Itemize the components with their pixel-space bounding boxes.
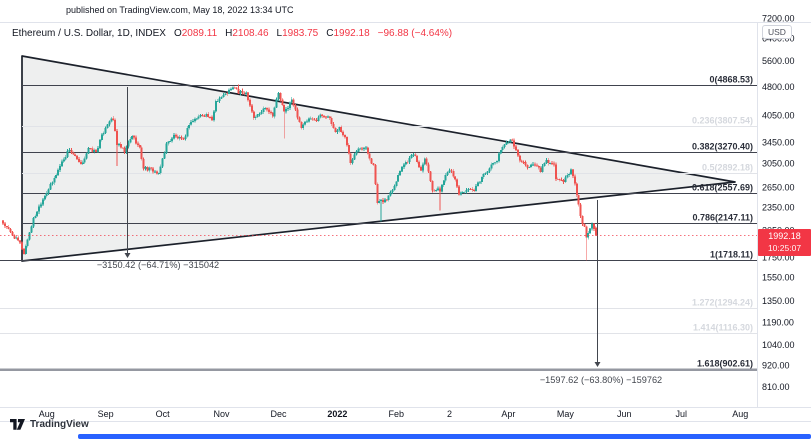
- fib-label: 1.272(1294.24): [692, 298, 753, 308]
- price-tick: 3450.00: [762, 138, 795, 148]
- fib-label: 1.618(902.61): [697, 359, 753, 369]
- price-tick: 4050.00: [762, 111, 795, 121]
- time-tick: Aug: [39, 409, 55, 419]
- ohlc-open-label: O: [173, 28, 182, 39]
- price-tick: 4800.00: [762, 82, 795, 92]
- ohlc-close-label: C: [326, 28, 334, 39]
- price-tick: 5600.00: [762, 56, 795, 66]
- time-tick: Jul: [676, 409, 688, 419]
- ohlc-high-value: 2108.46: [232, 28, 269, 39]
- ohlc-close-value: 1992.18: [333, 28, 370, 39]
- symbol-legend[interactable]: Ethereum / U.S. Dollar, 1D, INDEX O2089.1…: [12, 28, 452, 39]
- time-tick: Aug: [732, 409, 748, 419]
- ohlc-low-label: L: [276, 28, 283, 39]
- fib-label: 0(4868.53): [709, 75, 753, 85]
- price-tick: 1350.00: [762, 296, 795, 306]
- time-tick: Jun: [617, 409, 632, 419]
- price-tick: 3050.00: [762, 159, 795, 169]
- projection-annotation: −3150.42 (−64.71%) −315042: [97, 260, 219, 270]
- time-tick: Apr: [501, 409, 515, 419]
- fib-label: 1(1718.11): [710, 250, 753, 260]
- fib-label: 0.5(2892.18): [702, 163, 753, 173]
- price-tick: 1190.00: [762, 317, 794, 327]
- price-tick: 1750.00: [762, 252, 795, 262]
- published-note: published on TradingView.com, May 18, 20…: [66, 5, 294, 15]
- time-tick: Sep: [98, 409, 114, 419]
- fib-extension-arrows[interactable]: −3150.42 (−64.71%) −315042 −1597.62 (−63.…: [97, 87, 662, 385]
- last-price-badge: 1992.18 10:25:07: [758, 229, 811, 256]
- projection-annotation: −1597.62 (−63.80%) −159762: [540, 375, 662, 385]
- fib-label: 1.414(1116.30): [693, 323, 753, 333]
- price-tick: 810.00: [762, 382, 790, 392]
- change-value: −96.88 (−4.64%): [377, 28, 453, 39]
- time-tick: 2: [447, 409, 452, 419]
- ohlc-low-value: 1983.75: [282, 28, 319, 39]
- chart-frame: [0, 22, 811, 422]
- currency-badge[interactable]: USD: [762, 25, 792, 39]
- time-tick: 2022: [327, 409, 347, 419]
- last-price-value: 1992.18: [768, 231, 801, 241]
- time-tick: Oct: [156, 409, 171, 419]
- tradingview-logo-icon: [10, 419, 25, 430]
- time-tick: Feb: [389, 409, 405, 419]
- price-tick: 2350.00: [762, 203, 795, 213]
- fib-label: 0.786(2147.11): [692, 213, 753, 223]
- fib-retracement-labels: 0(4868.53) 0.236(3807.54) 0.382(3270.40) 0.…: [692, 75, 753, 369]
- price-tick: 1040.00: [762, 340, 795, 350]
- fib-retracement-lines[interactable]: [0, 85, 757, 371]
- ohlc-high-label: H: [225, 28, 233, 39]
- bottom-range-slider[interactable]: [78, 434, 811, 439]
- price-axis-labels: 7200.006400.005600.004800.004050.003450.…: [762, 14, 795, 393]
- time-tick: Nov: [213, 409, 230, 419]
- fib-label: 0.236(3807.54): [692, 116, 753, 126]
- price-tick: 920.00: [762, 361, 790, 371]
- price-tick: 7200.00: [762, 14, 795, 24]
- price-tick: 2650.00: [762, 182, 795, 192]
- time-tick: Dec: [270, 409, 287, 419]
- candlestick-series[interactable]: [2, 84, 597, 261]
- tradingview-watermark[interactable]: TradingView: [10, 419, 89, 430]
- time-tick: May: [557, 409, 575, 419]
- descending-triangle-drawing[interactable]: [21, 55, 736, 262]
- ohlc-open-value: 2089.11: [181, 28, 218, 39]
- tradingview-logo-text: TradingView: [30, 419, 89, 430]
- fib-label: 0.618(2557.69): [692, 183, 753, 193]
- bar-countdown: 10:25:07: [767, 243, 802, 253]
- symbol-title: Ethereum / U.S. Dollar, 1D, INDEX: [12, 28, 166, 39]
- price-tick: 1550.00: [762, 273, 795, 283]
- time-axis-labels: Aug Sep Oct Nov Dec 2022 Feb 2 Apr May Jun Jul Aug: [39, 409, 749, 419]
- fib-label: 0.382(3270.40): [692, 142, 753, 152]
